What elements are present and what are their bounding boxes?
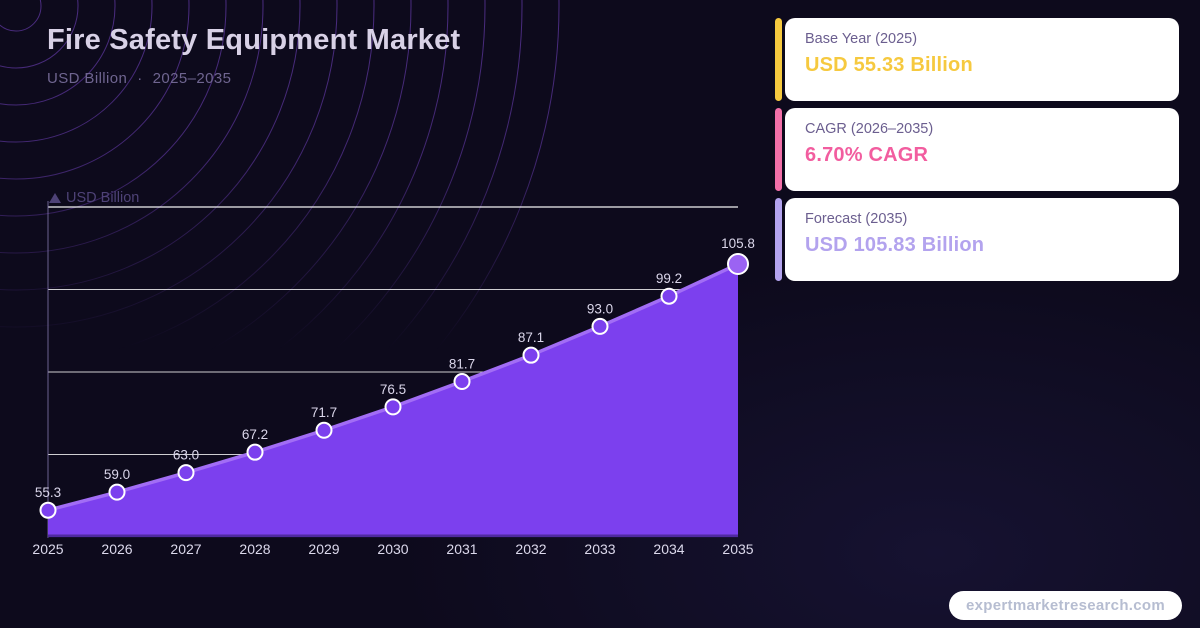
x-tick-label: 2030 [377,541,408,557]
x-tick-label: 2028 [239,541,270,557]
card-value: USD 55.33 Billion [805,54,973,76]
card-body: Base Year (2025) USD 55.33 Billion [785,18,1179,101]
card-body: Forecast (2035) USD 105.83 Billion [785,198,1179,281]
stat-card-base-year: Base Year (2025) USD 55.33 Billion [775,18,1179,101]
data-point-marker [660,287,678,305]
x-tick-label: 2033 [584,541,615,557]
value-label: 71.7 [311,405,337,420]
x-tick-label: 2032 [515,541,546,557]
chart-header: Fire Safety Equipment Market USD Billion… [47,24,460,87]
value-labels: 55.3 59.0 63.0 67.2 71.7 76.5 81.7 87.1 93.0 99.2… [35,236,755,500]
x-tick-label: 2026 [101,541,132,557]
market-area-chart: USD Billion 55.3 59.0 63.0 67.2 71.7 76.5 81.7 8… [0,185,770,577]
value-label: 99.2 [656,271,682,286]
card-label: Forecast (2035) [805,211,908,227]
stat-card-cagr: CAGR (2026–2035) 6.70% CAGR [775,108,1179,191]
data-point-marker [384,398,402,416]
data-point-marker [727,253,749,276]
x-tick-label: 2029 [308,541,339,557]
subtitle-unit: USD Billion [47,70,128,87]
stat-card-forecast: Forecast (2035) USD 105.83 Billion [775,198,1179,281]
card-label: Base Year (2025) [805,31,918,47]
value-label: 55.3 [35,485,61,500]
value-label: 59.0 [104,467,130,482]
y-axis-arrow-icon [49,193,61,203]
card-body: CAGR (2026–2035) 6.70% CAGR [785,108,1179,191]
x-axis-labels: 2025 2026 2027 2028 2029 2030 2031 2032 2033 2034… [32,541,753,557]
card-accent-bar [775,18,782,101]
value-label: 67.2 [242,427,268,442]
data-point-marker [177,464,195,482]
subtitle-separator: · [137,70,143,87]
value-label: 93.0 [587,301,613,316]
area-fill [48,264,738,537]
page-title: Fire Safety Equipment Market [47,24,461,56]
watermark-text: expertmarketresearch.com [966,597,1165,614]
value-label: 87.1 [518,330,544,345]
data-point-marker [522,346,540,364]
data-point-marker [591,317,609,335]
stat-cards: Base Year (2025) USD 55.33 Billion CAGR … [775,18,1179,288]
x-tick-label: 2034 [653,541,684,557]
value-label: 81.7 [449,357,475,372]
data-point-marker [39,501,57,519]
value-label: 76.5 [380,382,406,397]
card-label: CAGR (2026–2035) [805,121,934,137]
x-tick-label: 2025 [32,541,63,557]
card-value: USD 105.83 Billion [805,234,985,256]
data-point-marker [453,373,471,391]
data-points [39,253,749,519]
data-point-marker [108,483,126,501]
x-tick-label: 2035 [722,541,753,557]
data-point-marker [315,421,333,439]
value-label: 105.8 [721,236,755,251]
area-chart-svg: USD Billion 55.3 59.0 63.0 67.2 71.7 76.5 81.7 8… [32,190,755,557]
card-accent-bar [775,198,782,281]
x-tick-label: 2031 [446,541,477,557]
card-accent-bar [775,108,782,191]
page-subtitle: USD Billion · 2025–2035 [47,70,460,87]
value-label: 63.0 [173,448,199,463]
x-tick-label: 2027 [170,541,201,557]
watermark-pill: expertmarketresearch.com [949,591,1182,620]
data-point-marker [246,443,264,461]
card-value: 6.70% CAGR [805,144,929,166]
y-axis-title: USD Billion [66,190,139,206]
subtitle-range: 2025–2035 [152,70,232,87]
